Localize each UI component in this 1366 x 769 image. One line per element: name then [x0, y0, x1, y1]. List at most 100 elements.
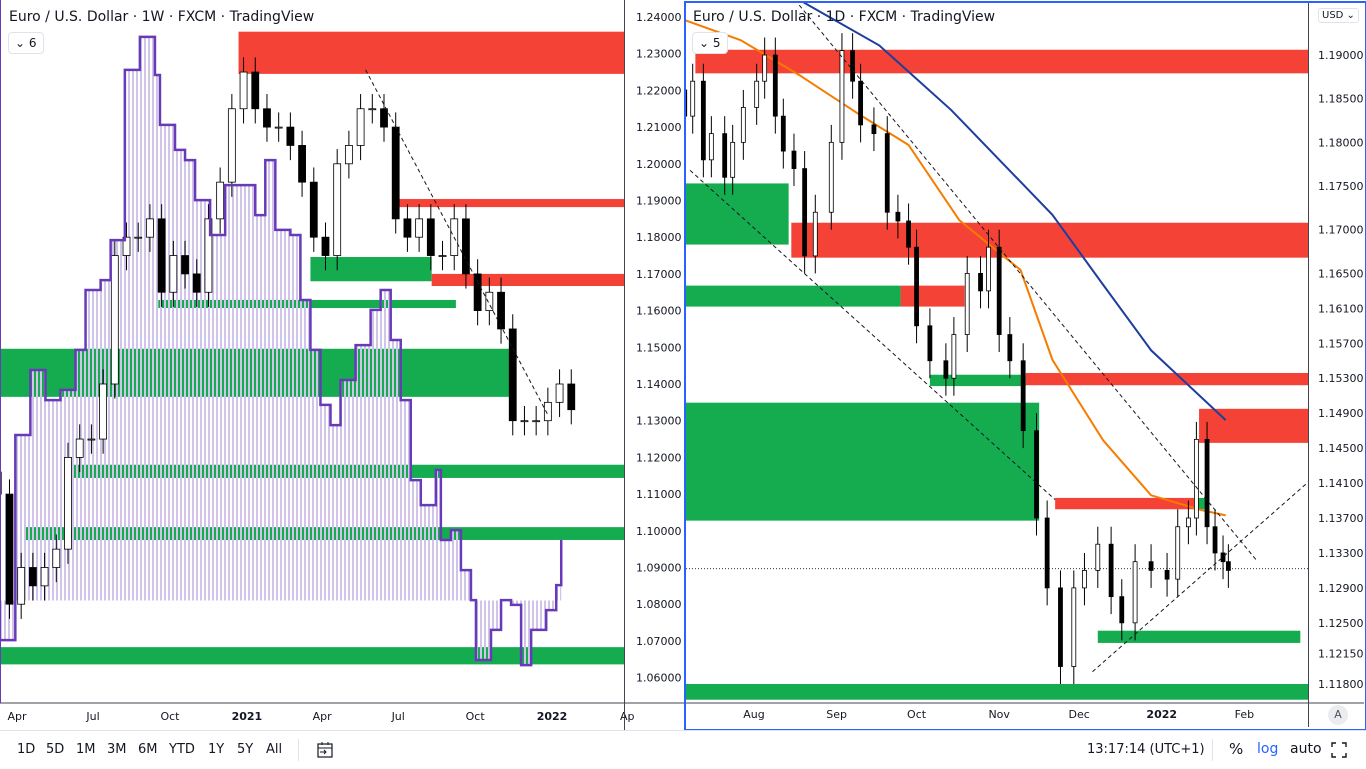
price-label: 1.17000 [1318, 224, 1364, 237]
candle [1044, 500, 1050, 606]
price-label: 1.16100 [1318, 302, 1364, 315]
candle-body [567, 383, 576, 411]
candle [380, 94, 388, 142]
time-label: Sep [826, 708, 847, 721]
range-5y[interactable]: 5Y [237, 742, 254, 757]
left-indicators-toggle[interactable]: ⌄ 6 [8, 32, 44, 54]
time-label: Dec [1068, 708, 1089, 721]
log-scale-toggle[interactable]: log [1257, 741, 1279, 757]
range-6m[interactable]: 6M [138, 742, 158, 757]
candle-body [1071, 587, 1077, 667]
candle-body [1225, 561, 1231, 571]
candle [871, 107, 877, 152]
candle-body [858, 80, 863, 126]
candle-body [1082, 570, 1087, 589]
candle-body [52, 548, 61, 568]
currency-selector[interactable]: USD ⌄ [1318, 8, 1359, 23]
candle-body [906, 220, 911, 248]
demand-zone [310, 257, 432, 282]
candle [134, 222, 143, 252]
candle [298, 130, 306, 197]
time-label: Apr [7, 710, 27, 723]
candle [1204, 421, 1210, 545]
right-indicators-toggle[interactable]: ⌄ 5 [692, 32, 728, 54]
time-label: Apr [313, 710, 333, 723]
percent-scale-toggle[interactable]: % [1229, 740, 1244, 758]
time-label: Oct [907, 708, 927, 721]
price-label: 1.14500 [1318, 442, 1364, 455]
candle [543, 387, 552, 436]
trendline [798, 4, 1259, 563]
candle [356, 94, 365, 161]
candle-body [192, 273, 201, 293]
left-chart-plot[interactable] [0, 31, 624, 667]
supply-zone [900, 285, 965, 307]
range-1m[interactable]: 1M [76, 742, 96, 757]
clock-timezone[interactable]: 13:17:14 (UTC+1) [1087, 742, 1205, 757]
candle [52, 534, 61, 583]
candle [110, 240, 119, 399]
candle [1175, 509, 1181, 597]
price-label: 1.16000 [636, 305, 682, 318]
chevron-down-icon: ⌄ [699, 36, 713, 50]
right-price-axis[interactable]: 1.19000 1.18500 1.18000 1.17500 1.17000 1.165… [1318, 49, 1364, 691]
candle-body [438, 255, 447, 257]
price-label: 1.15000 [636, 341, 682, 354]
candle-body [286, 126, 295, 146]
candle-body [740, 107, 746, 143]
demand-zone [0, 647, 624, 665]
candle [520, 406, 529, 436]
candle [906, 203, 911, 265]
candle-body [227, 108, 236, 183]
supply-zone [431, 273, 624, 287]
price-label: 1.08000 [636, 598, 682, 611]
candle-body [1007, 334, 1013, 362]
right-time-axis[interactable]: Aug Sep Oct Nov Dec 2022 Feb [743, 708, 1254, 721]
price-label: 1.22000 [636, 84, 682, 97]
right-chart-plot[interactable] [683, 0, 1311, 700]
candle-body [1204, 438, 1210, 528]
candle-body [532, 420, 541, 423]
candle-body [1108, 543, 1114, 598]
candle-body [497, 291, 505, 330]
candle [64, 442, 72, 564]
candle [497, 277, 505, 344]
fullscreen-icon[interactable] [1331, 742, 1347, 758]
auto-scale-toggle[interactable]: auto [1290, 741, 1322, 757]
range-all[interactable]: All [266, 742, 283, 757]
candle-body [543, 401, 552, 422]
range-1d[interactable]: 1D [17, 742, 36, 757]
range-3m[interactable]: 3M [107, 742, 127, 757]
candle [762, 37, 768, 99]
candle-body [927, 325, 933, 362]
candle-body [415, 218, 424, 238]
candle-body [508, 328, 517, 422]
demand-zone [686, 183, 789, 245]
candle-body [1020, 360, 1026, 432]
supply-zone [1025, 372, 1308, 386]
auto-scale-button[interactable]: A [1328, 705, 1348, 725]
right-chart-title: Euro / U.S. Dollar · 1D · FXCM · Trading… [693, 9, 996, 25]
price-label: 1.17500 [1318, 180, 1364, 193]
candle-body [204, 218, 213, 293]
range-5d[interactable]: 5D [46, 742, 65, 757]
candle-body [216, 181, 225, 220]
candle [227, 94, 236, 197]
candle-body [914, 246, 919, 327]
range-1y[interactable]: 1Y [208, 742, 225, 757]
candle-body [122, 236, 131, 256]
candle-body [1220, 552, 1226, 563]
time-label: 2021 [232, 710, 263, 723]
candle [791, 133, 797, 187]
candle-body [298, 145, 306, 183]
candle [1108, 526, 1114, 615]
candle-body [690, 80, 696, 117]
go-to-date-calendar-icon[interactable] [316, 741, 334, 759]
price-label: 1.09000 [636, 562, 682, 575]
range-ytd[interactable]: YTD [169, 742, 195, 757]
candle-body [828, 141, 834, 213]
time-label: Jul [391, 710, 405, 723]
left-time-axis[interactable]: Apr Jul Oct 2021 Apr Jul Oct 2022 Ap [7, 710, 634, 723]
left-price-axis[interactable]: 1.24000 1.23000 1.22000 1.21000 1.20000 1.190… [636, 11, 682, 685]
price-label: 1.12000 [636, 451, 682, 464]
